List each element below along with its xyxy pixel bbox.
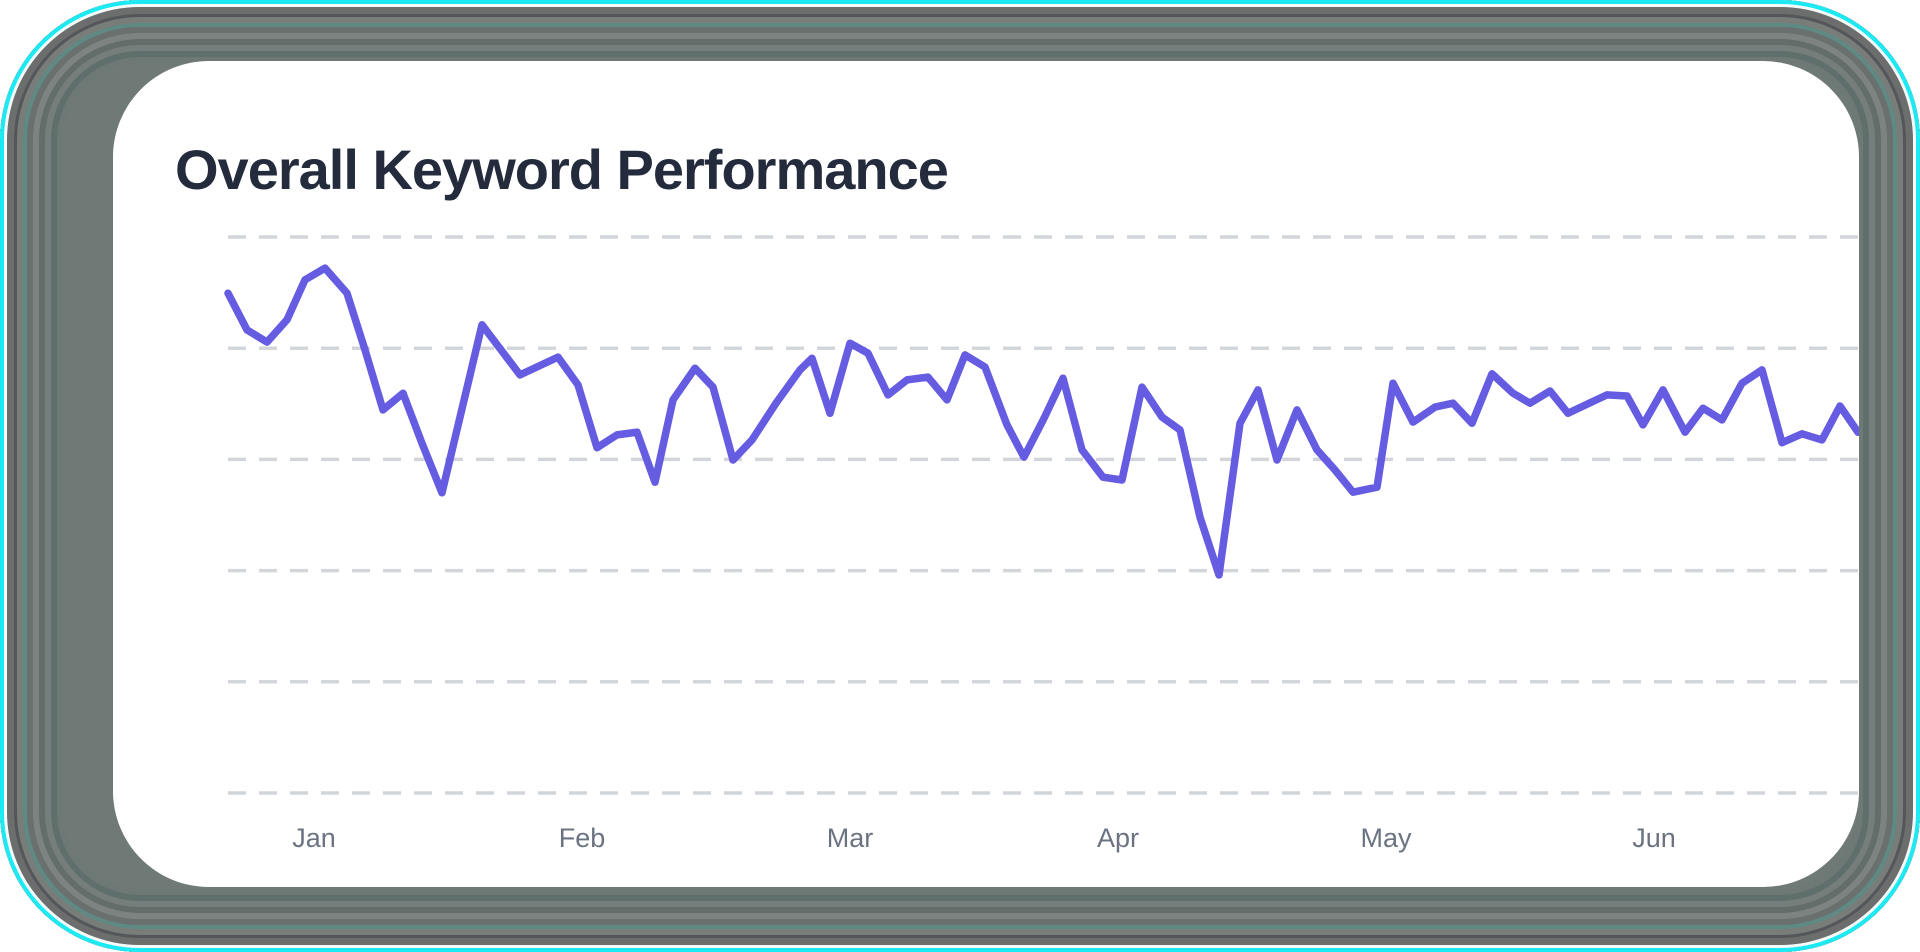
- x-axis-label-apr: Apr: [1096, 823, 1140, 853]
- x-axis-label-feb: Feb: [558, 823, 606, 853]
- x-axis-label-jun: Jun: [1632, 823, 1676, 853]
- gridlines: [228, 235, 1858, 795]
- keyword-performance-line-chart[interactable]: [113, 61, 1859, 887]
- page-title: Overall Keyword Performance: [175, 138, 949, 201]
- x-axis-label-mar: Mar: [826, 823, 874, 853]
- x-axis-label-may: May: [1360, 823, 1412, 853]
- x-axis-label-jan: Jan: [292, 823, 336, 853]
- series-line: [224, 264, 1859, 579]
- keyword-performance-card: Overall Keyword Performance Jan Feb Mar Apr…: [113, 61, 1859, 887]
- chart-line: [224, 264, 1859, 579]
